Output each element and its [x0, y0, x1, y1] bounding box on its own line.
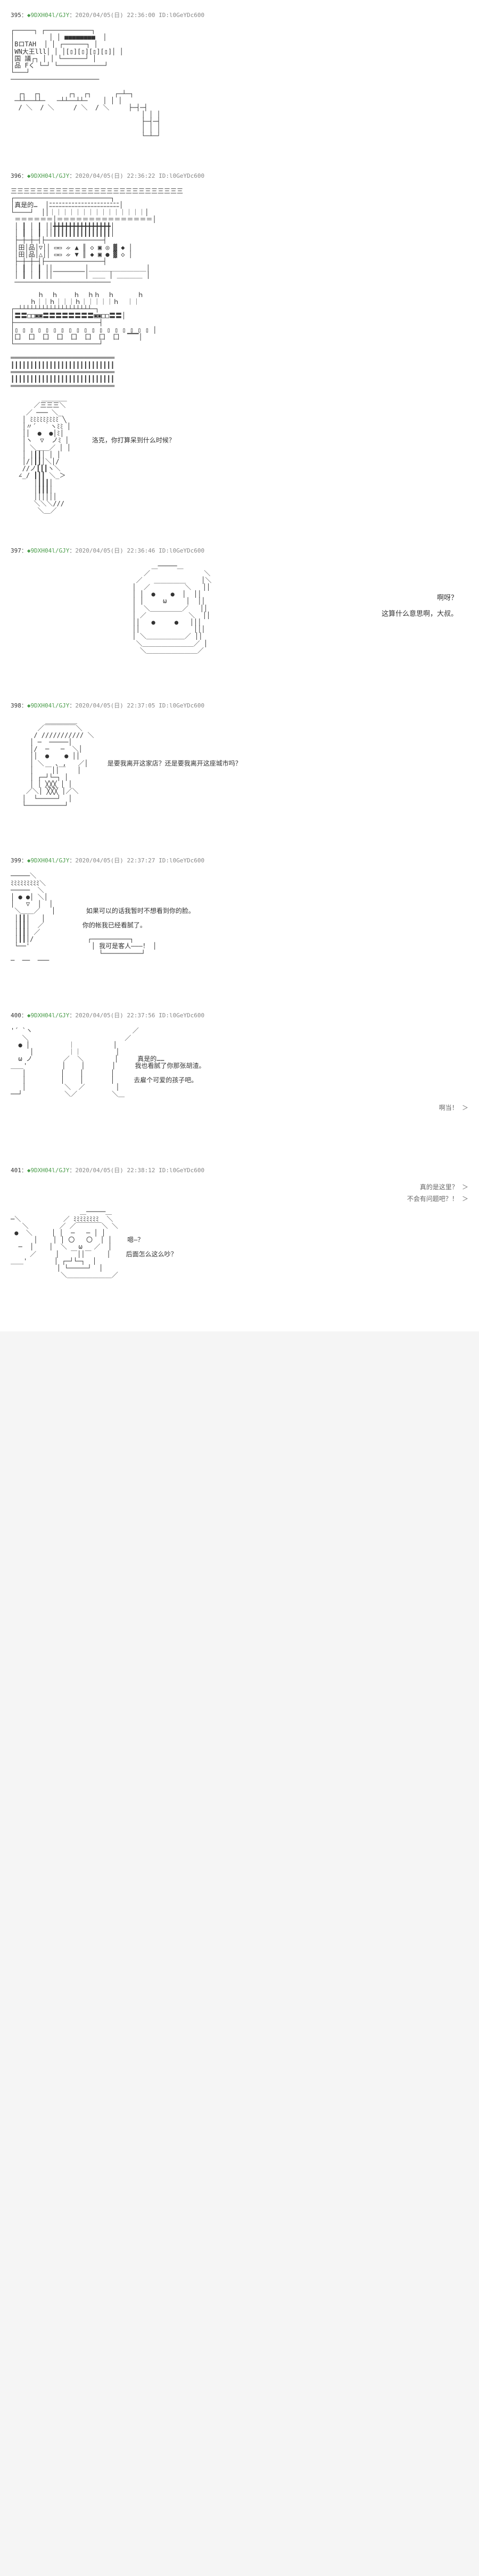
- post-date: 2020/04/05(日): [75, 12, 123, 19]
- post-date: 2020/04/05(日): [75, 702, 123, 709]
- post: 401：◆9DXH04l/GJY：2020/04/05(日) 22:38:12 …: [11, 1166, 468, 1289]
- post-id: ID:l0GeYDc600: [159, 1012, 204, 1019]
- ascii-art: ＿─────＿ ─＼ ／ ﾐﾐﾐﾐﾐﾐﾐﾐ ＼ ＼ ／ ／￣￣￣￣＼ ＼ ● ＼…: [11, 1208, 468, 1279]
- dialogue-text: 这算什么意思啊，大叔。: [382, 608, 458, 618]
- ascii-art: ＿＿＿＿ ／三三三＼ ／ ─── ＼_ │ ﾐﾐﾐﾐﾐﾐﾐﾐﾐ ╲ │〃´ ｀ヽ…: [11, 395, 468, 514]
- post-number: 396: [11, 172, 21, 179]
- post-id: ID:l0GeYDc600: [159, 12, 204, 19]
- post-number: 399: [11, 857, 21, 864]
- post: 397：◆9DXH04l/GJY：2020/04/05(日) 22:36:46 …: [11, 546, 468, 669]
- ascii-art: ─────＼ ﾐﾐﾐﾐﾐﾐﾐﾐﾐ＼ ───── ＼ │ ● ●│ ＼│ │ ▽ …: [11, 873, 468, 964]
- post-header: 396：◆9DXH04l/GJY：2020/04/05(日) 22:36:22 …: [11, 171, 468, 180]
- ascii-art: ｈ ｈ ｈ ｈｈ ｈ ｈ ｈ｜｜ｈ｜｜｜ｈ｜｜｜｜｜ｈ ｜｜ ┌─┴┴┴┴┴┴┴…: [11, 292, 468, 390]
- post-number: 398: [11, 702, 21, 709]
- post-date: 2020/04/05(日): [75, 172, 123, 179]
- tripcode: ◆9DXH04l/GJY: [27, 1012, 69, 1019]
- ascii-art: 三三三三三三三三三三三三三三三三三三三三三三三三三三三 ┌───────────…: [11, 188, 468, 286]
- post-id: ID:l0GeYDc600: [159, 1167, 204, 1174]
- choice-option[interactable]: 啊当！ ＞: [11, 1103, 468, 1112]
- post-time: 22:38:12: [127, 1167, 155, 1174]
- tripcode: ◆9DXH04l/GJY: [27, 1167, 69, 1174]
- tripcode: ◆9DXH04l/GJY: [27, 702, 69, 709]
- tripcode: ◆9DXH04l/GJY: [27, 172, 69, 179]
- post-time: 22:36:46: [127, 547, 155, 554]
- post-id: ID:l0GeYDc600: [159, 172, 204, 179]
- post-time: 22:37:27: [127, 857, 155, 864]
- tripcode: ◆9DXH04l/GJY: [27, 547, 69, 554]
- tripcode: ◆9DXH04l/GJY: [27, 12, 69, 19]
- post-number: 397: [11, 547, 21, 554]
- post: 396：◆9DXH04l/GJY：2020/04/05(日) 22:36:22 …: [11, 171, 468, 514]
- post-time: 22:36:00: [127, 12, 155, 19]
- post: 398：◆9DXH04l/GJY：2020/04/05(日) 22:37:05 …: [11, 701, 468, 824]
- post: 400：◆9DXH04l/GJY：2020/04/05(日) 22:37:56 …: [11, 1011, 468, 1134]
- post-date: 2020/04/05(日): [75, 547, 123, 554]
- post: 395：◆9DXH04l/GJY：2020/04/05(日) 22:36:00 …: [11, 11, 468, 139]
- post-header: 395：◆9DXH04l/GJY：2020/04/05(日) 22:36:00 …: [11, 11, 468, 19]
- ascii-art: ┌─────┐ ┌────────────┐ │ │ │ ■■■■■■■■ │ …: [11, 27, 468, 139]
- post-header: 397：◆9DXH04l/GJY：2020/04/05(日) 22:36:46 …: [11, 546, 468, 555]
- choice-option[interactable]: 不会有问题吧？！ ＞: [11, 1194, 468, 1203]
- choice-option[interactable]: 真的是这里？ ＞: [11, 1182, 468, 1191]
- post-header: 401：◆9DXH04l/GJY：2020/04/05(日) 22:38:12 …: [11, 1166, 468, 1174]
- ascii-art: ＿＿＿＿＿ ／￣￣￣￣￣＼ / /////////// ＼ │ ─ ─────│…: [11, 718, 468, 809]
- post: 399：◆9DXH04l/GJY：2020/04/05(日) 22:37:27 …: [11, 856, 468, 979]
- post-number: 401: [11, 1167, 21, 1174]
- post-time: 22:37:05: [127, 702, 155, 709]
- post-date: 2020/04/05(日): [75, 1167, 123, 1174]
- post-time: 22:36:22: [127, 172, 155, 179]
- post-time: 22:37:56: [127, 1012, 155, 1019]
- post-header: 399：◆9DXH04l/GJY：2020/04/05(日) 22:37:27 …: [11, 856, 468, 865]
- post-header: 398：◆9DXH04l/GJY：2020/04/05(日) 22:37:05 …: [11, 701, 468, 710]
- thread-container: 395：◆9DXH04l/GJY：2020/04/05(日) 22:36:00 …: [0, 0, 479, 1331]
- post-date: 2020/04/05(日): [75, 857, 123, 864]
- ascii-art: '´ `ヽ ／ ＼ ／ ● │ ｜ │ │ ｜｜ │ ω ノ ／ ＼ │ 真是的…: [11, 1027, 468, 1098]
- post-date: 2020/04/05(日): [75, 1012, 123, 1019]
- post-number: 395: [11, 12, 21, 19]
- post-id: ID:l0GeYDc600: [159, 857, 204, 864]
- dialogue-text: 啊呀？: [437, 592, 458, 602]
- post-id: ID:l0GeYDc600: [159, 702, 204, 709]
- post-number: 400: [11, 1012, 21, 1019]
- post-header: 400：◆9DXH04l/GJY：2020/04/05(日) 22:37:56 …: [11, 1011, 468, 1019]
- post-id: ID:l0GeYDc600: [159, 547, 204, 554]
- tripcode: ◆9DXH04l/GJY: [27, 857, 69, 864]
